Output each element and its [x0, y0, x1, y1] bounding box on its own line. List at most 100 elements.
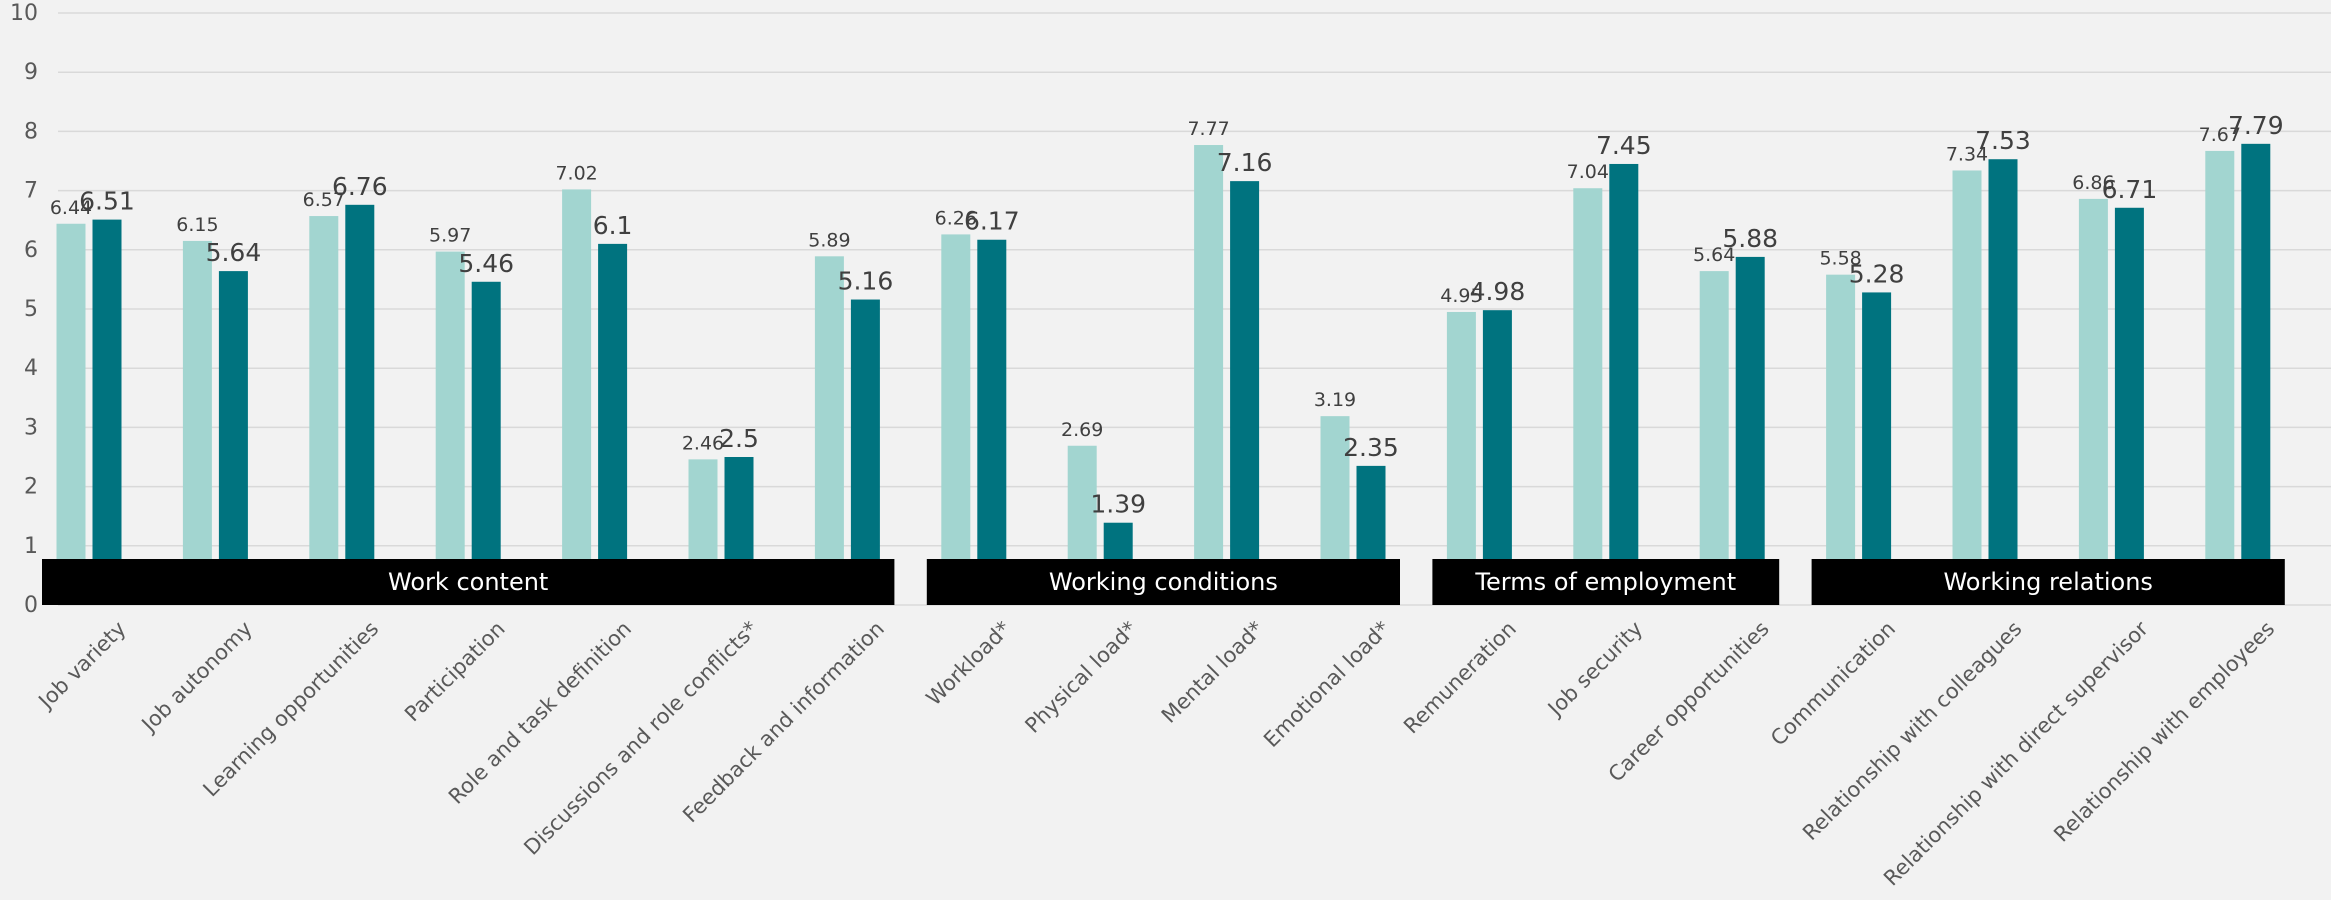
- data-label: 2.5: [719, 424, 759, 453]
- data-label: 2.35: [1343, 433, 1399, 462]
- data-label: 5.97: [429, 225, 471, 247]
- category-label: Job variety: [33, 617, 131, 715]
- data-label: 5.64: [1693, 244, 1735, 266]
- bar-series-2: [218, 271, 248, 605]
- bar-series-1: [435, 251, 465, 606]
- bar-series-1: [2205, 150, 2235, 605]
- y-tick-label: 1: [24, 534, 38, 559]
- bar-series-1: [1826, 274, 1856, 605]
- y-tick-label: 10: [10, 1, 38, 26]
- bar-series-1: [1699, 271, 1729, 605]
- category-label: Participation: [400, 617, 510, 727]
- bar-series-2: [850, 299, 880, 605]
- y-tick-label: 6: [24, 238, 38, 263]
- bar-series-1: [56, 223, 86, 605]
- bar-series-1: [814, 256, 844, 605]
- category-label: Relationship with colleagues: [1798, 617, 2027, 846]
- y-tick-label: 7: [24, 179, 38, 204]
- group-band: [1432, 559, 1780, 605]
- bar-series-2: [2241, 143, 2271, 605]
- bar-series-2: [92, 219, 122, 605]
- bar-series-2: [2114, 207, 2144, 605]
- bar-series-2: [345, 204, 375, 606]
- data-label: 6.51: [79, 187, 135, 216]
- data-label: 1.39: [1090, 490, 1146, 519]
- group-label: Work content: [388, 568, 548, 596]
- data-label: 7.02: [555, 162, 597, 184]
- data-label: 7.67: [2199, 124, 2241, 146]
- data-label: 5.46: [458, 249, 514, 278]
- data-label: 6.17: [964, 207, 1020, 236]
- data-label: 4.98: [1470, 277, 1526, 306]
- data-label: 5.64: [206, 238, 262, 267]
- data-label: 3.19: [1314, 389, 1356, 411]
- category-label: Emotional load*: [1259, 617, 1394, 752]
- data-label: 7.79: [2228, 111, 2284, 140]
- bar-series-2: [1230, 181, 1260, 606]
- group-band: [1811, 559, 2285, 605]
- data-label: 5.58: [1819, 248, 1861, 270]
- data-label: 4.95: [1440, 285, 1482, 307]
- bar-series-1: [941, 234, 971, 605]
- data-label: 7.34: [1946, 143, 1988, 165]
- group-band: [926, 559, 1400, 605]
- data-label: 6.76: [332, 172, 388, 201]
- category-label: Communication: [1766, 617, 1900, 751]
- group-label: Working relations: [1943, 568, 2152, 596]
- group-label: Terms of employment: [1474, 568, 1736, 596]
- data-label: 5.28: [1849, 259, 1905, 288]
- bar-series-1: [562, 189, 592, 605]
- bar-series-2: [1609, 163, 1639, 605]
- data-label: 6.1: [593, 211, 633, 240]
- bar-series-2: [1735, 256, 1765, 605]
- y-tick-label: 9: [24, 60, 38, 85]
- y-tick-label: 8: [24, 119, 38, 144]
- bar-series-2: [1988, 159, 2018, 605]
- data-label: 7.45: [1596, 131, 1652, 160]
- category-label: Feedback and information: [678, 617, 889, 828]
- bar-series-1: [2078, 198, 2108, 605]
- category-label: Relationship with employees: [2049, 617, 2279, 847]
- y-tick-label: 3: [24, 415, 38, 440]
- y-tick-label: 4: [24, 356, 38, 381]
- data-label: 6.71: [2102, 175, 2158, 204]
- data-label: 7.77: [1187, 118, 1229, 140]
- data-label: 2.46: [682, 432, 724, 454]
- bar-series-2: [1482, 310, 1512, 605]
- group-band: [42, 559, 895, 605]
- category-label: Job security: [1542, 617, 1647, 722]
- bar-series-2: [977, 239, 1007, 605]
- bar-series-2: [471, 281, 501, 605]
- y-tick-label: 0: [24, 593, 38, 618]
- data-label: 6.15: [176, 214, 218, 236]
- data-label: 7.04: [1567, 161, 1609, 183]
- group-label: Working conditions: [1049, 568, 1278, 596]
- data-label: 7.16: [1217, 148, 1273, 177]
- bar-series-1: [309, 216, 339, 605]
- data-label: 6.57: [303, 189, 345, 211]
- category-label: Relationship with direct supervisor: [1879, 616, 2153, 890]
- data-label: 5.89: [808, 229, 850, 251]
- data-label: 6.44: [50, 197, 92, 219]
- data-label: 2.69: [1061, 419, 1103, 441]
- category-label: Remuneration: [1399, 617, 1521, 739]
- data-label: 7.53: [1975, 126, 2031, 155]
- data-label: 5.16: [838, 267, 894, 296]
- bar-series-2: [598, 243, 628, 605]
- data-label: 6.26: [935, 207, 977, 229]
- bar-series-1: [1194, 145, 1224, 606]
- category-label: Mental load*: [1157, 617, 1268, 728]
- bar-series-1: [1573, 188, 1603, 605]
- data-label: 6.86: [2072, 172, 2114, 194]
- bar-series-2: [1862, 292, 1892, 605]
- bar-series-1: [1446, 311, 1476, 605]
- y-tick-label: 2: [24, 475, 38, 500]
- category-label: Workload*: [922, 617, 1016, 711]
- bar-series-1: [1952, 170, 1982, 606]
- category-label: Discussions and role conflicts*: [519, 617, 762, 860]
- category-label: Job autonomy: [136, 617, 257, 738]
- bar-series-1: [182, 240, 212, 606]
- y-tick-label: 5: [24, 297, 38, 322]
